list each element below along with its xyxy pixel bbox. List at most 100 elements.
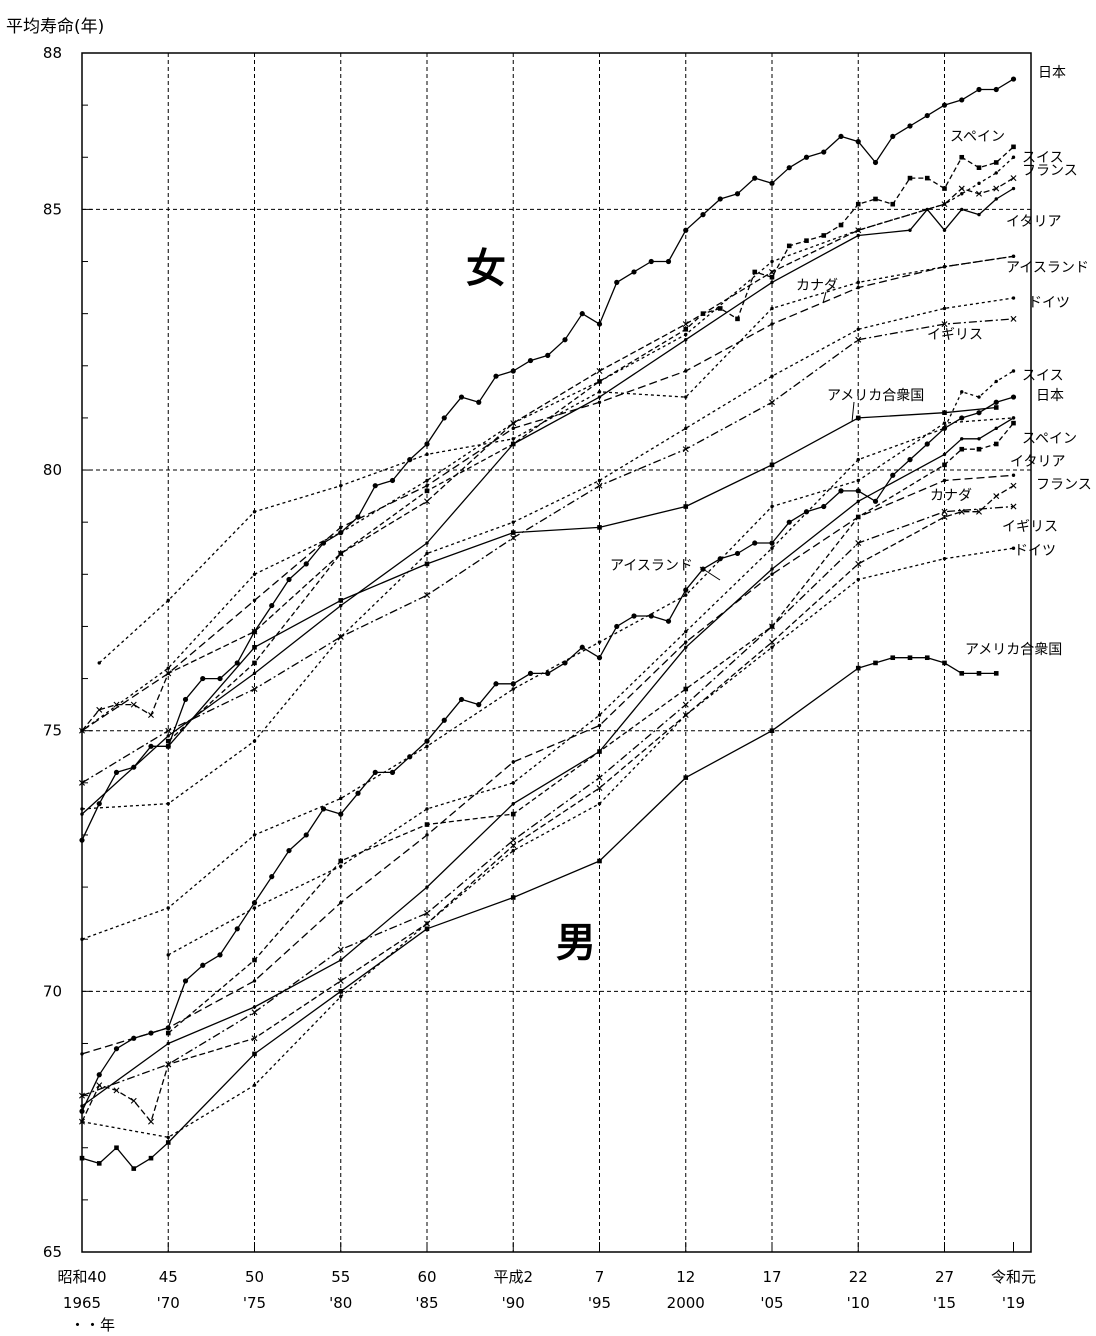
data-point xyxy=(493,373,499,379)
data-point xyxy=(855,488,861,494)
x-axis-unit-note: ・・年 xyxy=(70,1316,115,1334)
data-point xyxy=(872,498,879,504)
series-label: アメリカ合衆国 xyxy=(827,388,924,404)
data-point xyxy=(684,332,688,337)
data-point xyxy=(665,258,672,265)
data-point xyxy=(977,437,981,441)
series-label: ドイツ xyxy=(1014,543,1056,559)
data-point xyxy=(596,774,603,781)
y-tick-label: 85 xyxy=(43,200,62,218)
data-point xyxy=(976,190,982,197)
data-point xyxy=(960,437,964,441)
data-point xyxy=(942,556,947,561)
data-point xyxy=(200,962,206,968)
data-point xyxy=(941,321,948,328)
data-point xyxy=(269,874,275,880)
series-label: アメリカ合衆国 xyxy=(965,642,1062,658)
data-point xyxy=(252,739,257,743)
data-point xyxy=(855,201,861,207)
series-male xyxy=(79,482,1017,1125)
data-point xyxy=(683,504,689,509)
data-point xyxy=(252,906,257,910)
data-point xyxy=(596,655,603,661)
data-point xyxy=(596,785,603,792)
series-labels: 日本スペインスイスフランスイタリアアイスランドカナダドイツイギリスアメリカ合衆国… xyxy=(610,65,1092,658)
data-point xyxy=(79,1155,85,1161)
data-point xyxy=(684,369,688,373)
data-point xyxy=(804,238,809,243)
data-point xyxy=(683,587,689,593)
x-tick-label-year: 1965 xyxy=(63,1294,101,1312)
data-point xyxy=(821,233,827,238)
data-point xyxy=(424,592,430,599)
data-point xyxy=(684,645,688,649)
plot-frame xyxy=(81,52,1032,1253)
data-point xyxy=(510,530,516,535)
data-point xyxy=(511,801,515,806)
data-point xyxy=(976,671,982,676)
x-tick-label-era: 17 xyxy=(762,1268,781,1286)
data-point xyxy=(597,723,602,728)
series-label: アイスランド xyxy=(1006,260,1089,276)
data-point xyxy=(96,1082,103,1089)
data-point xyxy=(769,274,775,280)
series-female xyxy=(80,186,1016,816)
data-point xyxy=(942,306,947,311)
data-point xyxy=(770,504,774,509)
x-tick-label-year: '75 xyxy=(243,1294,266,1312)
data-point xyxy=(856,457,860,462)
data-point xyxy=(510,837,517,844)
data-point xyxy=(1011,254,1016,259)
series-line xyxy=(81,297,1014,810)
x-tick-label-era: 27 xyxy=(935,1268,954,1286)
data-point xyxy=(389,769,396,776)
data-point xyxy=(148,712,154,719)
data-point xyxy=(79,1108,85,1114)
data-point xyxy=(924,175,930,181)
x-tick-label-era: 昭和40 xyxy=(57,1268,106,1286)
data-point xyxy=(960,390,964,394)
data-point xyxy=(648,258,654,265)
data-point xyxy=(925,207,929,212)
data-point xyxy=(372,483,378,489)
data-point xyxy=(114,1145,119,1151)
data-point xyxy=(942,186,947,191)
data-point xyxy=(166,953,170,957)
series-label: スペイン xyxy=(950,129,1005,145)
data-point xyxy=(1010,394,1017,400)
data-point xyxy=(976,446,982,452)
data-point xyxy=(252,660,257,666)
x-tick-label-year: '70 xyxy=(157,1294,180,1312)
data-point xyxy=(855,560,862,567)
data-point xyxy=(993,493,1000,500)
data-point xyxy=(148,1118,154,1125)
data-point xyxy=(786,165,792,171)
data-point xyxy=(96,1072,102,1078)
data-point xyxy=(545,670,551,676)
data-point xyxy=(993,671,999,676)
data-point xyxy=(597,713,602,717)
data-point xyxy=(631,613,637,619)
data-point xyxy=(424,738,430,744)
data-point xyxy=(476,702,482,708)
data-point xyxy=(80,812,84,816)
x-tick-label-era: 45 xyxy=(159,1268,178,1286)
data-point xyxy=(96,801,102,807)
data-point xyxy=(682,446,689,453)
data-point xyxy=(924,655,930,661)
series-female xyxy=(80,155,1016,733)
data-point xyxy=(510,811,516,817)
data-point xyxy=(959,671,965,676)
data-point xyxy=(993,185,1000,192)
data-point xyxy=(684,395,688,399)
series-line xyxy=(81,547,1014,1138)
data-point xyxy=(856,327,860,331)
data-point xyxy=(338,858,344,864)
data-point xyxy=(338,989,344,994)
data-point xyxy=(993,160,999,165)
data-point xyxy=(769,180,775,186)
data-point xyxy=(96,1161,102,1166)
data-point xyxy=(286,847,292,854)
data-point xyxy=(770,572,774,577)
data-point xyxy=(1010,503,1017,510)
